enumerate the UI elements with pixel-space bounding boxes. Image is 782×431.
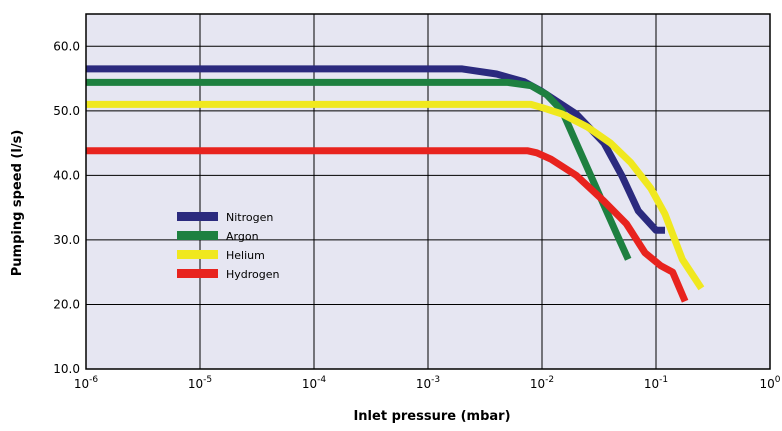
legend-label: Argon	[226, 230, 259, 243]
y-axis-title: Pumping speed (l/s)	[10, 130, 25, 277]
y-tick-label: 50.0	[53, 104, 80, 118]
legend-label: Helium	[226, 249, 265, 262]
series-lines	[86, 65, 705, 303]
x-tick-label: 10-6	[74, 375, 99, 391]
legend: Nitrogen Argon Helium Hydrogen	[177, 211, 280, 281]
y-tick-label: 30.0	[53, 233, 80, 247]
legend-swatch	[177, 250, 218, 259]
legend-swatch	[177, 212, 218, 221]
legend-label: Nitrogen	[226, 211, 273, 224]
plot-frame	[85, 13, 771, 370]
y-tick-label: 60.0	[53, 39, 80, 53]
y-tick-labels: 10.0 20.0 30.0 40.0 50.0 60.0	[53, 39, 80, 376]
legend-label: Hydrogen	[226, 268, 280, 281]
x-tick-label: 10-1	[644, 375, 668, 391]
x-tick-label: 10-3	[416, 375, 440, 391]
x-tick-label: 100	[759, 375, 780, 391]
series-line-nitrogen	[86, 65, 665, 234]
x-tick-label: 10-2	[530, 375, 554, 391]
x-tick-label: 10-4	[302, 375, 327, 391]
y-tick-label: 10.0	[53, 362, 80, 376]
legend-swatch	[177, 269, 218, 278]
y-tick-label: 20.0	[53, 297, 80, 311]
x-tick-label: 10-5	[188, 375, 212, 391]
x-axis-title: Inlet pressure (mbar)	[353, 409, 510, 424]
x-tick-labels: 10-6 10-5 10-4 10-3 10-2 10-1 100	[74, 375, 781, 391]
y-tick-label: 40.0	[53, 168, 80, 182]
series-line-hydrogen	[86, 147, 689, 303]
series-line-helium	[86, 100, 705, 291]
legend-swatch	[177, 231, 218, 240]
